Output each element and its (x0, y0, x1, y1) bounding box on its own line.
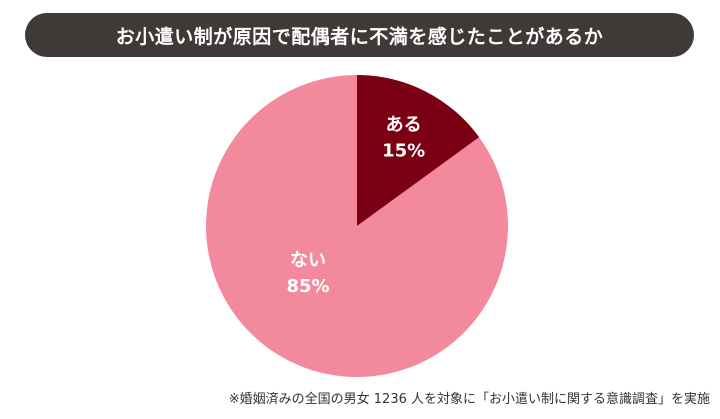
pie-labels: ある 15% ない 85% (286, 115, 425, 297)
pie-slice-2 (205, 75, 508, 377)
chart-title: お小遣い制が原因で配偶者に不満を感じたことがあるか (115, 25, 604, 48)
pie-slices (205, 75, 508, 377)
pie-slice-1 (357, 75, 480, 226)
footnote: ※婚姻済みの全国の男女 1236 人を対象に「お小遣い制に関する意識調査」を実施 (228, 392, 710, 407)
slice-value-label-1: 15% (382, 141, 425, 162)
slice-label-1: ある (386, 115, 422, 136)
slice-value-label-2: 85% (286, 276, 329, 297)
slice-label-2: ない (290, 250, 326, 271)
title-bar: お小遣い制が原因で配偶者に不満を感じたことがあるか (25, 13, 694, 57)
